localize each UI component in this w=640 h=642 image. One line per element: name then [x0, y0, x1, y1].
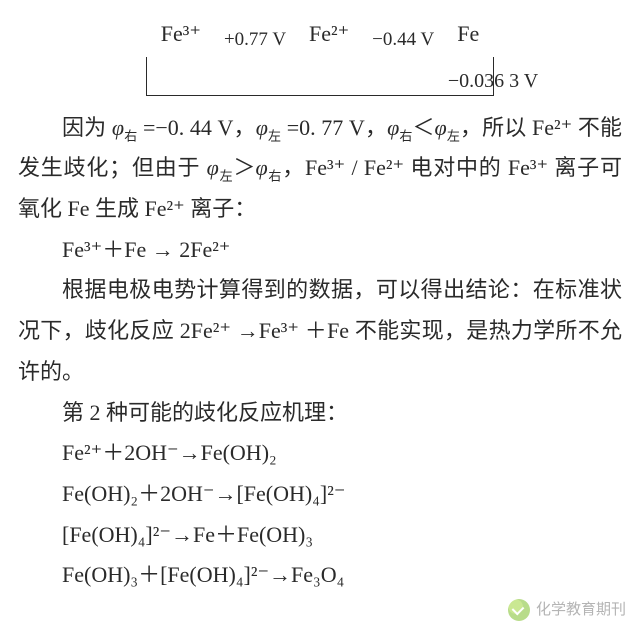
equation-3: Fe(OH)₂＋2OH⁻→[Fe(OH)₄]²⁻: [18, 474, 622, 515]
potential-arrow-right: −0.44 V: [355, 22, 451, 55]
species-fe2: Fe²⁺: [307, 14, 351, 55]
equation-1: Fe³⁺＋Fe → 2Fe²⁺: [18, 230, 622, 271]
potential-right-label: −0.44 V: [355, 22, 451, 57]
paragraph-2: 根据电极电势计算得到的数据，可以得出结论：在标准状况下，歧化反应 2Fe²⁺ →…: [18, 270, 622, 392]
species-fe: Fe: [455, 14, 481, 55]
gt: ＞: [233, 155, 255, 180]
latimer-diagram: Fe³⁺ +0.77 V Fe²⁺ −0.44 V Fe −0.036 3 V: [130, 14, 510, 96]
phi: φ: [256, 115, 268, 140]
phi: φ: [435, 115, 447, 140]
sub-left: 左: [447, 128, 460, 143]
equation-5: Fe(OH)₃＋[Fe(OH)₄]²⁻→Fe₃O₄: [18, 555, 622, 596]
val: =0. 77 V，: [281, 115, 387, 140]
watermark: 化学教育期刊: [508, 596, 626, 624]
phi: φ: [112, 115, 124, 140]
phi: φ: [255, 155, 267, 180]
paragraph-3: 第 2 种可能的歧化反应机理：: [18, 393, 622, 434]
potential-arrow-left: +0.77 V: [207, 22, 303, 55]
phi: φ: [207, 155, 219, 180]
equation-2: Fe²⁺＋2OH⁻→Fe(OH)₂: [18, 433, 622, 474]
lt: ＜: [413, 115, 435, 140]
equation-4: [Fe(OH)₄]²⁻→Fe＋Fe(OH)₃: [18, 515, 622, 556]
wechat-icon: [508, 599, 530, 621]
latimer-top-row: Fe³⁺ +0.77 V Fe²⁺ −0.44 V Fe: [130, 14, 510, 55]
potential-left-label: +0.77 V: [207, 22, 303, 57]
phi: φ: [387, 115, 399, 140]
watermark-text: 化学教育期刊: [536, 596, 626, 624]
sub-right: 右: [268, 169, 283, 184]
sub-left: 左: [219, 169, 234, 184]
sub-right: 右: [399, 128, 412, 143]
potential-overall-label: −0.036 3 V: [320, 63, 640, 100]
species-fe3: Fe³⁺: [159, 14, 203, 55]
paragraph-1: 因为 φ右 =−0. 44 V，φ左 =0. 77 V，φ右＜φ左，所以 Fe²…: [18, 108, 622, 230]
text: 因为: [62, 115, 112, 140]
sub-left: 左: [268, 128, 281, 143]
latimer-overall-bracket: −0.036 3 V: [146, 57, 494, 96]
sub-right: 右: [124, 128, 137, 143]
val: =−0. 44 V，: [137, 115, 255, 140]
